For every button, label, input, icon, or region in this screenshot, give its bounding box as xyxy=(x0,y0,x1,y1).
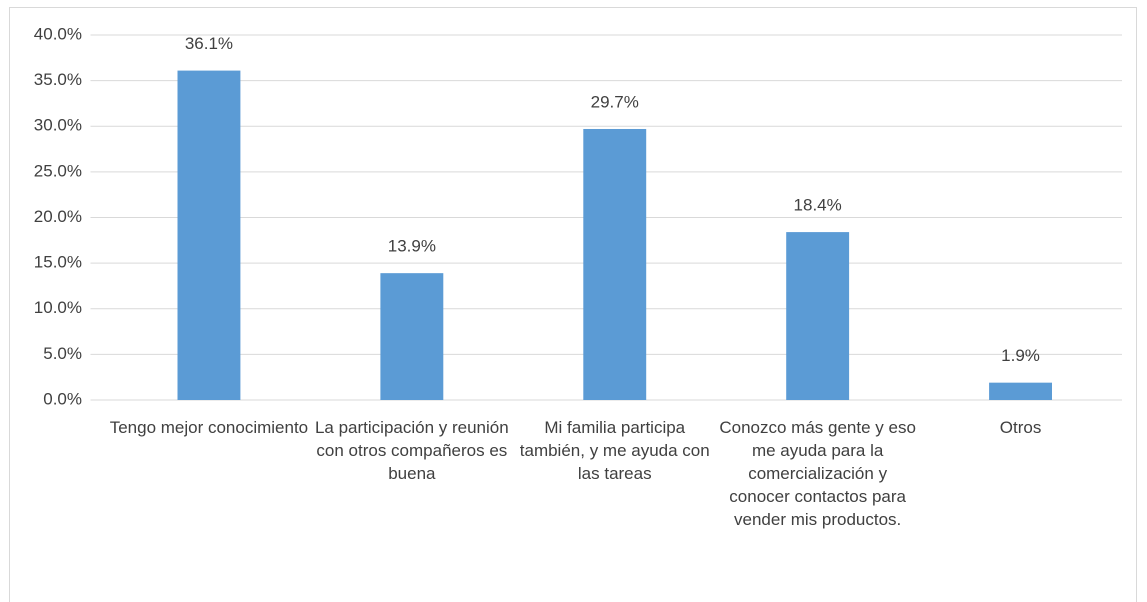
bar xyxy=(989,382,1052,400)
chart-border xyxy=(9,7,1137,602)
y-tick-label: 10.0% xyxy=(34,298,82,317)
value-label: 29.7% xyxy=(591,92,639,111)
bar xyxy=(786,232,850,400)
bar xyxy=(380,273,444,400)
value-label: 18.4% xyxy=(794,196,842,215)
x-tick-label: Tengo mejor conocimiento xyxy=(109,418,309,437)
x-tick-label: Conozco más gente y eso me ayuda para la… xyxy=(719,418,916,529)
y-tick-label: 0.0% xyxy=(43,389,82,408)
y-tick-label: 30.0% xyxy=(34,116,82,135)
x-tick-label: La participación y reunión con otros com… xyxy=(314,418,509,483)
y-tick-label: 15.0% xyxy=(34,253,82,272)
x-tick-label: Otros xyxy=(999,418,1042,437)
value-label: 36.1% xyxy=(185,34,233,53)
y-tick-label: 5.0% xyxy=(43,344,82,363)
bar xyxy=(583,128,647,401)
y-tick-label: 35.0% xyxy=(34,70,82,89)
value-label: 13.9% xyxy=(388,237,436,256)
bar xyxy=(177,70,241,401)
y-tick-label: 20.0% xyxy=(34,207,82,226)
y-tick-label: 40.0% xyxy=(34,24,82,43)
y-tick-label: 25.0% xyxy=(34,161,82,180)
x-tick-label: Mi familia participa también, y me ayuda… xyxy=(519,418,710,483)
value-label: 1.9% xyxy=(1001,346,1040,365)
